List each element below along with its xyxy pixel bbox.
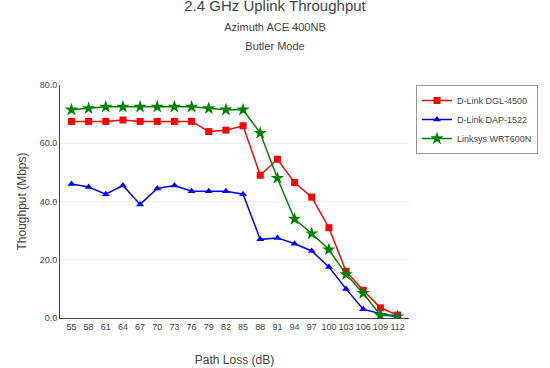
svg-text:80.0: 80.0 (40, 80, 58, 90)
svg-text:D-Link DAP-1522: D-Link DAP-1522 (457, 115, 527, 125)
svg-text:67: 67 (135, 322, 145, 332)
svg-text:20.0: 20.0 (40, 255, 58, 265)
svg-text:94: 94 (290, 322, 300, 332)
svg-text:103: 103 (339, 322, 354, 332)
svg-text:55: 55 (66, 322, 76, 332)
svg-text:Thoughput (Mbps): Thoughput (Mbps) (15, 152, 29, 250)
svg-text:Linksys WRT600N: Linksys WRT600N (457, 134, 531, 144)
svg-text:85: 85 (238, 322, 248, 332)
svg-text:40.0: 40.0 (40, 197, 58, 207)
svg-text:82: 82 (221, 322, 231, 332)
svg-text:91: 91 (272, 322, 282, 332)
svg-text:70: 70 (152, 322, 162, 332)
svg-text:79: 79 (204, 322, 214, 332)
svg-text:106: 106 (356, 322, 371, 332)
svg-text:0.0: 0.0 (45, 313, 58, 323)
svg-text:58: 58 (84, 322, 94, 332)
svg-text:73: 73 (169, 322, 179, 332)
svg-text:64: 64 (118, 322, 128, 332)
svg-text:2.4 GHz Uplink ThroughputAzimu: 2.4 GHz Uplink ThroughputAzimuth ACE 400… (184, 0, 366, 52)
svg-text:112: 112 (390, 322, 404, 332)
svg-text:D-Link DGL-4500: D-Link DGL-4500 (457, 96, 527, 106)
svg-text:Path Loss (dB): Path Loss (dB) (195, 353, 274, 367)
svg-text:76: 76 (187, 322, 197, 332)
svg-text:97: 97 (307, 322, 317, 332)
svg-text:100: 100 (321, 322, 336, 332)
svg-text:88: 88 (255, 322, 265, 332)
svg-text:61: 61 (101, 322, 111, 332)
svg-text:109: 109 (373, 322, 388, 332)
svg-text:60.0: 60.0 (40, 138, 58, 148)
